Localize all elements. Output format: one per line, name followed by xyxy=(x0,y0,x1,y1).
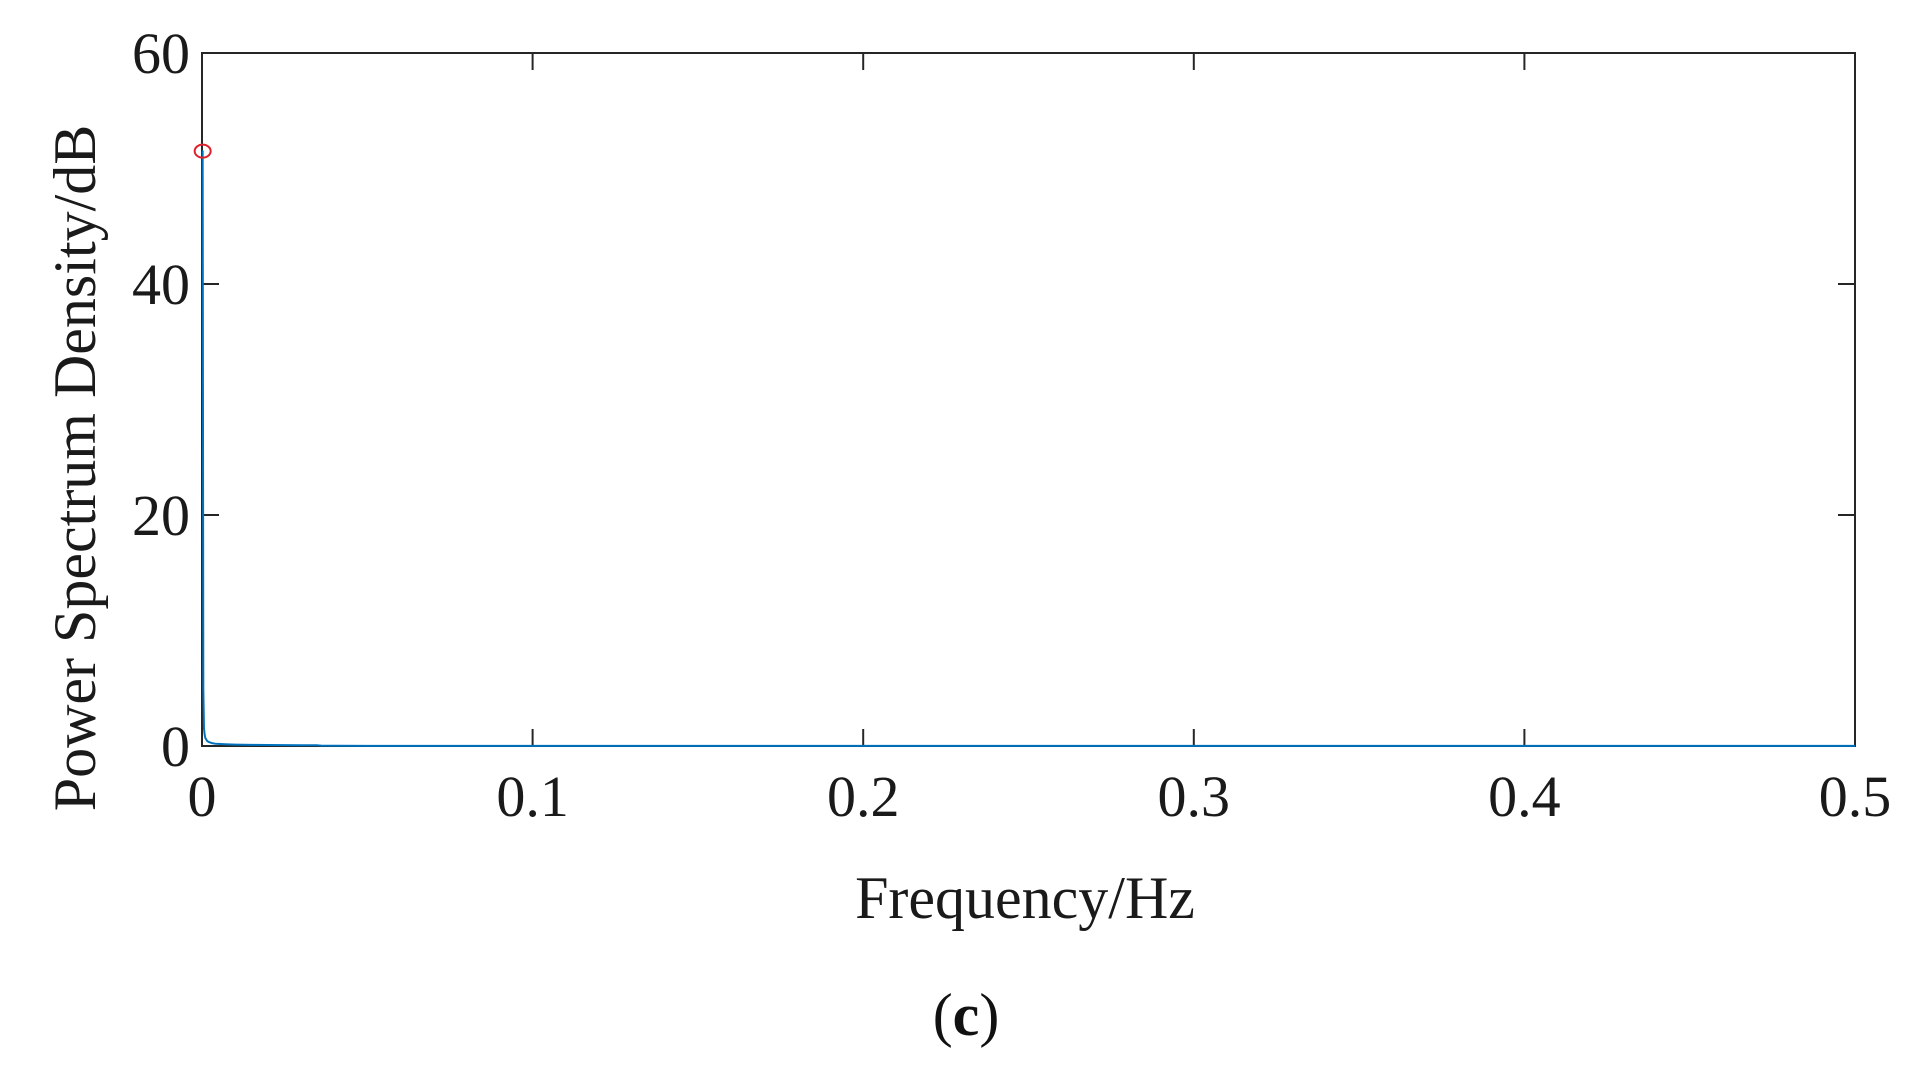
y-tick-label: 20 xyxy=(132,483,190,548)
x-tick-label: 0.3 xyxy=(1158,764,1231,829)
axes xyxy=(201,52,1856,747)
psd-series-line xyxy=(201,150,1855,747)
plot-frame xyxy=(201,52,1856,747)
panel-label-open: ( xyxy=(933,982,953,1048)
series-layer xyxy=(201,150,1855,747)
y-tick-label: 60 xyxy=(132,21,190,86)
y-axis-label: Power Spectrum Density/dB xyxy=(42,125,108,812)
tick-labels: 0 0.1 0.2 0.3 0.4 0.5 0 20 40 60 xyxy=(132,21,1891,829)
x-tick-label: 0.5 xyxy=(1819,764,1892,829)
marker-layer xyxy=(193,143,212,159)
x-tick-label: 0.4 xyxy=(1488,764,1561,829)
panel-label: (c) xyxy=(933,982,1000,1048)
x-tick-label: 0.2 xyxy=(827,764,900,829)
y-tick-label: 40 xyxy=(132,252,190,317)
x-tick-label: 0 xyxy=(188,764,217,829)
x-axis-label: Frequency/Hz xyxy=(855,865,1195,931)
y-tick-label: 0 xyxy=(161,714,190,779)
panel-label-letter: c xyxy=(953,982,980,1048)
x-tick-label: 0.1 xyxy=(496,764,569,829)
panel-label-close: ) xyxy=(979,982,999,1048)
peak-marker xyxy=(193,143,212,159)
